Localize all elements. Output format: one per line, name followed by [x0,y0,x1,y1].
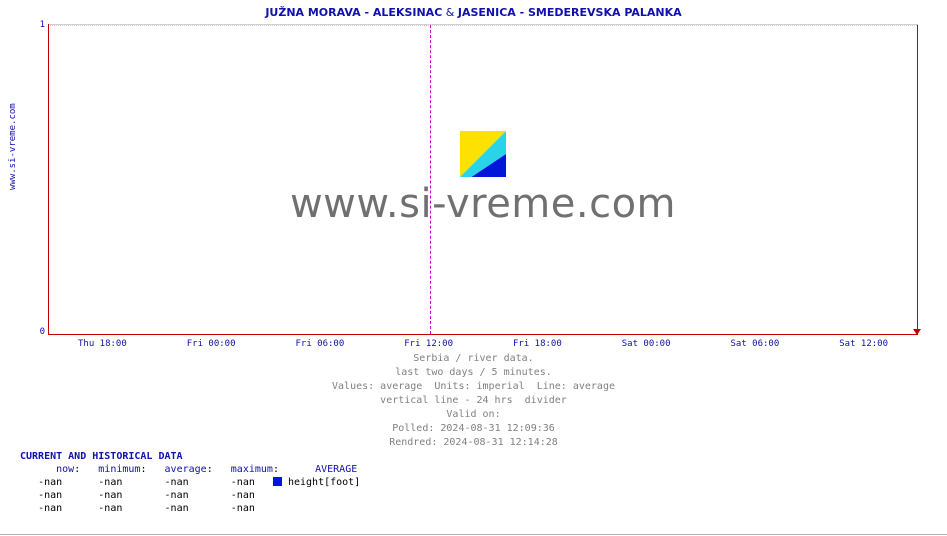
y-axis [48,24,49,334]
xtick-label: Fri 12:00 [404,339,453,349]
xtick-label: Sat 12:00 [839,339,888,349]
table-row: -nan -nan -nan -nan height[foot] [20,476,360,489]
bottom-rule [0,534,947,535]
x-axis [48,334,918,335]
chart-plot-area [48,24,918,334]
xtick-label: Sat 00:00 [622,339,671,349]
ytick-1: 1 [5,20,45,30]
xtick-label: Fri 06:00 [295,339,344,349]
data-table: CURRENT AND HISTORICAL DATA now: minimum… [20,450,360,515]
end-marker [917,25,918,334]
xtick-label: Sat 06:00 [730,339,779,349]
legend-swatch-icon [273,477,282,486]
gridline-y1 [48,25,917,26]
divider-24h [430,25,431,334]
title-ampersand: & [442,6,458,19]
table-row: -nan -nan -nan -nan [20,489,360,502]
xtick-label: Fri 00:00 [187,339,236,349]
data-table-colhead: now: minimum: average: maximum: AVERAGE [20,463,360,476]
chart-title: JUŽNA MORAVA - ALEKSINAC & JASENICA - SM… [0,6,947,19]
title-part-a: JUŽNA MORAVA - ALEKSINAC [265,6,442,19]
ytick-0: 0 [5,327,45,337]
data-table-header: CURRENT AND HISTORICAL DATA [20,450,360,463]
table-row: -nan -nan -nan -nan [20,502,360,515]
site-link-vertical: www.si-vreme.com [8,103,18,190]
xtick-label: Fri 18:00 [513,339,562,349]
xtick-label: Thu 18:00 [78,339,127,349]
chart-caption: Serbia / river data. last two days / 5 m… [0,352,947,450]
title-part-b: JASENICA - SMEDEREVSKA PALANKA [458,6,682,19]
